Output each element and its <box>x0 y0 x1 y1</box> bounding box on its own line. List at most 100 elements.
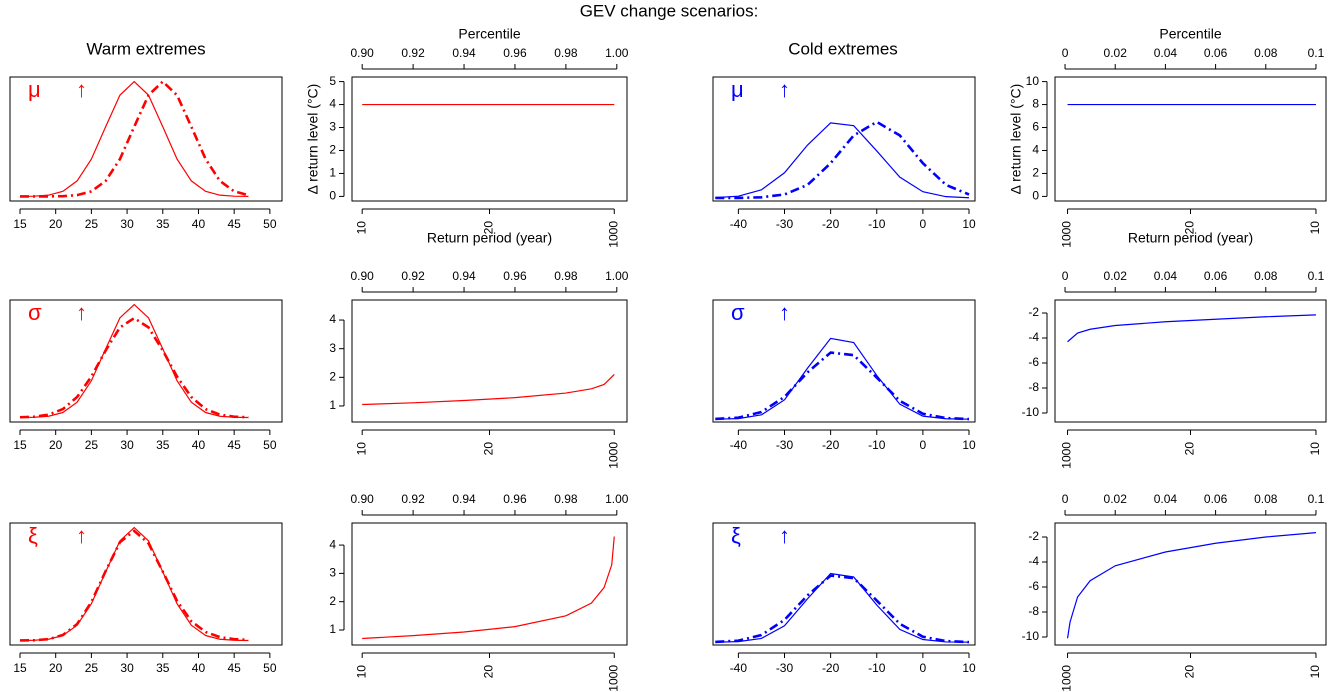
x-tick-label: -10 <box>868 661 886 675</box>
y-tick-label: 8 <box>1032 97 1039 111</box>
x2-tick-label: 0.04 <box>1154 492 1178 506</box>
x2-tick-label: 0.08 <box>1254 46 1278 60</box>
x-tick-label: 20 <box>482 442 496 456</box>
data-line <box>1067 314 1316 343</box>
plot-box <box>1054 299 1327 423</box>
x-tick-label: 15 <box>13 438 27 452</box>
x2-tick-label: 0.06 <box>1204 46 1228 60</box>
x2-tick-label: 0.96 <box>503 492 527 506</box>
y-tick-label: -2 <box>1028 529 1039 543</box>
data-line <box>19 80 249 198</box>
y-tick-label: 6 <box>1032 120 1039 134</box>
y-axis-label: Δ return level (°C) <box>305 84 321 195</box>
x-tick-label: 10 <box>354 442 368 456</box>
x-tick-label: 0 <box>920 438 927 452</box>
x2-tick-label: 0.06 <box>1204 492 1228 506</box>
x2-tick-label: 0.98 <box>554 492 578 506</box>
y-tick-label: -10 <box>1022 629 1040 643</box>
x-tick-label: 35 <box>156 438 170 452</box>
data-line <box>362 536 615 640</box>
plot-box <box>712 299 976 423</box>
annotation: μ <box>28 77 41 102</box>
x-tick-label: 10 <box>962 438 976 452</box>
data-line <box>715 572 970 643</box>
y-tick-label: 0 <box>329 189 336 203</box>
annotation: ↑ <box>779 300 790 325</box>
plot-box <box>1054 522 1327 646</box>
y-tick-label: 5 <box>329 74 336 88</box>
data-line <box>19 529 249 642</box>
y-tick-label: -8 <box>1028 604 1039 618</box>
x-tick-label: 20 <box>49 217 63 231</box>
data-line <box>19 526 249 642</box>
y-axis-label: Δ return level (°C) <box>1008 84 1024 195</box>
x-tick-label: 30 <box>120 217 134 231</box>
x-tick-label: 0 <box>920 661 927 675</box>
x2-tick-label: 0.90 <box>351 46 375 60</box>
x-tick-label: 10 <box>1308 442 1322 456</box>
x2-tick-label: 0.1 <box>1308 492 1325 506</box>
annotation: ↑ <box>779 77 790 102</box>
x-tick-label: 10 <box>1308 221 1322 235</box>
x2-tick-label: 0.94 <box>452 46 476 60</box>
y-tick-label: 1 <box>329 166 336 180</box>
x2-tick-label: 0.08 <box>1254 492 1278 506</box>
y-tick-label: 1 <box>329 622 336 636</box>
x-tick-label: -20 <box>822 661 840 675</box>
x-tick-label: 1000 <box>606 442 620 469</box>
x-tick-label: -30 <box>776 217 794 231</box>
x-axis-label: Return period (year) <box>427 230 552 246</box>
plot-box <box>9 299 283 423</box>
data-line <box>715 337 970 420</box>
x-tick-label: 30 <box>120 438 134 452</box>
y-tick-label: 2 <box>329 369 336 383</box>
column-title: Warm extremes <box>86 39 205 58</box>
annotation: ↑ <box>76 300 87 325</box>
x2-tick-label: 0 <box>1062 269 1069 283</box>
x-tick-label: 50 <box>263 438 277 452</box>
x-tick-label: 50 <box>263 217 277 231</box>
x-tick-label: 30 <box>120 661 134 675</box>
x2-tick-label: 0.96 <box>503 46 527 60</box>
data-line <box>19 303 249 419</box>
data-line <box>19 79 249 198</box>
x-tick-label: 40 <box>192 661 206 675</box>
plot-box <box>712 522 976 646</box>
x-tick-label: 10 <box>354 665 368 679</box>
y-tick-label: 3 <box>329 566 336 580</box>
y-tick-label: 4 <box>329 312 336 326</box>
x-tick-label: -10 <box>868 217 886 231</box>
x-tick-label: 10 <box>354 221 368 235</box>
x-tick-label: 35 <box>156 661 170 675</box>
annotation: ↑ <box>76 77 87 102</box>
y-tick-label: -8 <box>1028 380 1039 394</box>
y-tick-label: 3 <box>329 341 336 355</box>
annotation: ξ <box>731 523 741 548</box>
x2-tick-label: 0.94 <box>452 492 476 506</box>
y-tick-label: -2 <box>1028 305 1039 319</box>
annotation: ↑ <box>76 523 87 548</box>
y-tick-label: 4 <box>329 537 336 551</box>
x2-tick-label: 0.90 <box>351 492 375 506</box>
x2-tick-label: 0 <box>1062 492 1069 506</box>
x2-tick-label: 0.92 <box>401 492 425 506</box>
x2-tick-label: 0.08 <box>1254 269 1278 283</box>
x-tick-label: 15 <box>13 217 27 231</box>
data-line <box>715 351 970 421</box>
y-tick-label: -4 <box>1028 330 1039 344</box>
y-tick-label: 2 <box>1032 166 1039 180</box>
x-tick-label: 1000 <box>606 221 620 248</box>
x-tick-label: 1000 <box>1060 665 1074 692</box>
x-tick-label: 0 <box>920 217 927 231</box>
column-title: Cold extremes <box>788 39 898 58</box>
x-tick-label: 35 <box>156 217 170 231</box>
y-tick-label: -6 <box>1028 355 1039 369</box>
plot-box <box>351 76 628 202</box>
x-tick-label: -10 <box>868 438 886 452</box>
x-tick-label: 50 <box>263 661 277 675</box>
plot-box <box>1054 76 1327 202</box>
x2-tick-label: 0.94 <box>452 269 476 283</box>
data-line <box>715 574 970 644</box>
x-tick-label: 20 <box>1183 442 1197 456</box>
